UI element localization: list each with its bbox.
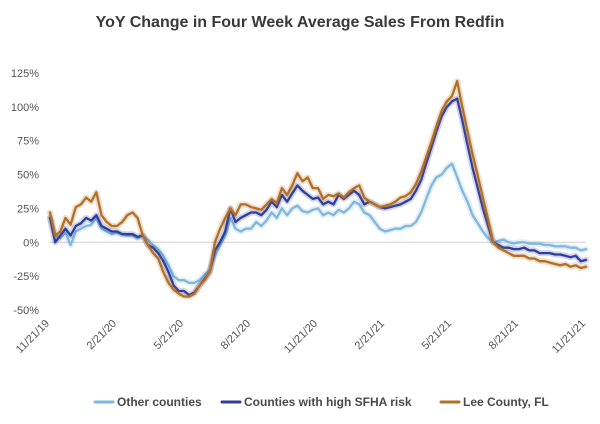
x-tick-label: 11/21/20 <box>282 318 320 356</box>
x-axis: 11/21/19 2/21/20 5/21/20 8/21/20 11/21/20 2/2… <box>14 318 588 356</box>
legend-label: Lee County, FL <box>463 395 549 409</box>
x-tick-label: 11/21/21 <box>550 318 588 356</box>
y-tick-label: 50% <box>17 170 39 182</box>
x-tick-label: 8/21/20 <box>219 318 253 352</box>
x-tick-label: 11/21/19 <box>14 318 52 356</box>
x-tick-label: 8/21/21 <box>487 318 521 352</box>
y-tick-label: 125% <box>11 68 39 80</box>
legend-item: Lee County, FL <box>439 395 549 409</box>
legend-label: Counties with high SFHA risk <box>244 395 412 409</box>
legend-item: Other counties <box>93 395 202 409</box>
series-1 <box>47 95 589 299</box>
y-tick-label: -50% <box>13 305 39 317</box>
series-line <box>48 162 588 285</box>
x-tick-label: 5/21/20 <box>152 318 186 352</box>
series-0 <box>47 160 589 286</box>
y-axis: -50% -25% 0% 25% 50% 75% 100% 125% <box>11 68 39 317</box>
series-line <box>48 79 588 298</box>
series-line <box>48 97 588 297</box>
legend: Other counties Counties with high SFHA ri… <box>93 395 549 409</box>
legend-item: Counties with high SFHA risk <box>220 395 412 409</box>
series-line-shadow <box>47 160 589 286</box>
y-tick-label: 25% <box>17 203 39 215</box>
y-tick-label: 100% <box>11 102 39 114</box>
chart-title: YoY Change in Four Week Average Sales Fr… <box>95 14 505 31</box>
y-tick-label: 0% <box>23 237 39 249</box>
x-tick-label: 5/21/21 <box>420 318 454 352</box>
x-tick-label: 2/21/21 <box>353 318 387 352</box>
series-2 <box>47 78 589 300</box>
y-tick-label: -25% <box>13 271 39 283</box>
legend-label: Other counties <box>117 395 202 409</box>
y-tick-label: 75% <box>17 136 39 148</box>
x-tick-label: 2/21/20 <box>85 318 119 352</box>
series-layer <box>47 78 589 300</box>
